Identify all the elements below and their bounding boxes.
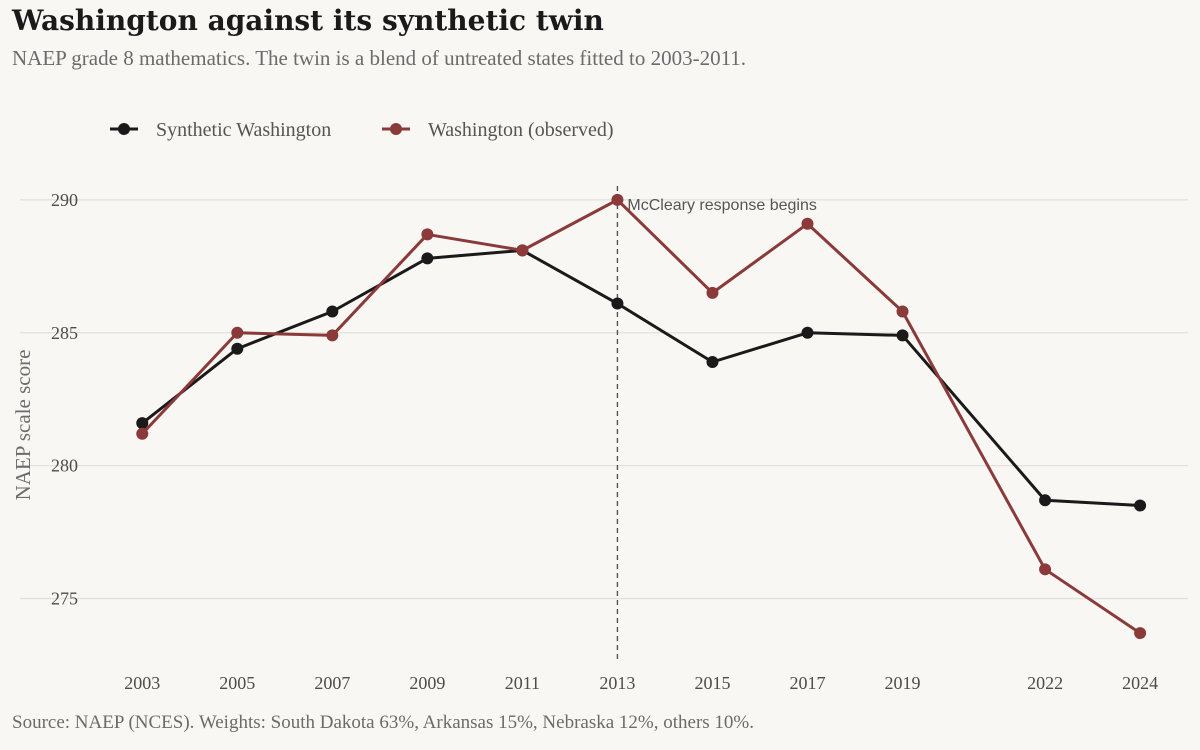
gridlines bbox=[20, 199, 1188, 600]
x-tick-2024: 2024 bbox=[1122, 673, 1158, 693]
chart-title: Washington against its synthetic twin bbox=[12, 4, 604, 37]
point-1-2009 bbox=[421, 228, 434, 241]
point-0-2013 bbox=[611, 297, 624, 310]
x-tick-2013: 2013 bbox=[599, 673, 635, 693]
y-tick-280: 280 bbox=[51, 456, 78, 476]
point-0-2017 bbox=[801, 326, 814, 339]
point-1-2005 bbox=[231, 326, 244, 339]
legend-key-dot-0 bbox=[118, 123, 130, 135]
annotation: McCleary response begins bbox=[616, 186, 817, 662]
annotation-label: McCleary response begins bbox=[627, 197, 816, 214]
point-0-2007 bbox=[326, 305, 339, 318]
point-0-2003 bbox=[136, 417, 149, 430]
point-0-2019 bbox=[896, 329, 909, 342]
point-1-2003 bbox=[136, 427, 149, 440]
x-tick-2003: 2003 bbox=[124, 673, 160, 693]
point-1-2017 bbox=[801, 217, 814, 230]
x-tick-2015: 2015 bbox=[694, 673, 730, 693]
point-1-2022 bbox=[1039, 563, 1052, 576]
point-0-2005 bbox=[231, 342, 244, 355]
point-0-2009 bbox=[421, 252, 434, 265]
point-0-2015 bbox=[706, 356, 719, 368]
point-1-2024 bbox=[1134, 627, 1147, 640]
point-0-2022 bbox=[1039, 494, 1052, 507]
series-layer bbox=[136, 193, 1147, 640]
point-1-2013 bbox=[611, 193, 624, 206]
y-tick-290: 290 bbox=[51, 190, 78, 210]
point-0-2024 bbox=[1134, 499, 1147, 512]
series-line-0 bbox=[141, 248, 1141, 508]
point-1-2007 bbox=[326, 329, 339, 342]
series-line-1 bbox=[141, 198, 1141, 635]
legend: Synthetic Washington Washington (observed… bbox=[110, 119, 614, 141]
y-axis-title: NAEP scale score bbox=[11, 350, 35, 501]
y-tick-labels: 275 280 285 290 bbox=[51, 190, 78, 609]
legend-label-1: Washington (observed) bbox=[428, 119, 614, 141]
y-tick-285: 285 bbox=[51, 323, 78, 343]
point-1-2011 bbox=[516, 244, 529, 257]
x-tick-2011: 2011 bbox=[505, 673, 540, 693]
chart-subtitle: NAEP grade 8 mathematics. The twin is a … bbox=[12, 46, 747, 70]
x-tick-2022: 2022 bbox=[1027, 673, 1063, 693]
x-tick-2017: 2017 bbox=[789, 673, 825, 693]
chart-caption: Source: NAEP (NCES). Weights: South Dako… bbox=[12, 712, 755, 733]
x-tick-2005: 2005 bbox=[219, 673, 255, 693]
x-tick-2019: 2019 bbox=[885, 673, 921, 693]
point-1-2015 bbox=[706, 286, 719, 299]
x-tick-2007: 2007 bbox=[314, 673, 350, 693]
legend-key-dot-1 bbox=[390, 123, 402, 135]
point-1-2019 bbox=[896, 305, 909, 318]
x-tick-labels: 2003 2005 2007 2009 2011 2013 2015 2017 2019 2022… bbox=[124, 673, 1158, 693]
legend-label-0: Synthetic Washington bbox=[156, 119, 331, 141]
y-tick-275: 275 bbox=[51, 589, 78, 609]
x-tick-2009: 2009 bbox=[409, 673, 445, 693]
